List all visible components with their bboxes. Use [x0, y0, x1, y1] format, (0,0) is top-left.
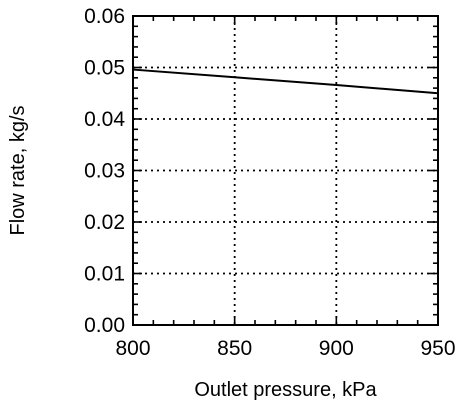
x-axis-label: Outlet pressure, kPa	[194, 379, 377, 401]
y-tick-label: 0.04	[84, 108, 125, 131]
y-axis-label: Flow rate, kg/s	[7, 105, 29, 235]
x-tick-label: 950	[420, 337, 455, 360]
y-tick-label: 0.03	[84, 160, 125, 183]
x-tick-label: 800	[115, 337, 150, 360]
y-tick-label: 0.00	[84, 314, 125, 337]
x-tick-label: 850	[217, 337, 252, 360]
grid-lines	[133, 16, 438, 325]
flow-rate-line	[132, 68, 439, 95]
y-tick-labels: 0.00 0.01 0.02 0.03 0.04 0.05 0.06	[84, 5, 125, 337]
plot-frame	[132, 15, 439, 326]
y-tick-label: 0.05	[84, 57, 125, 80]
x-tick-label: 900	[319, 337, 354, 360]
y-tick-label: 0.06	[84, 5, 125, 28]
x-tick-labels: 800 850 900 950	[115, 337, 455, 360]
series-layer	[132, 68, 439, 95]
y-tick-label: 0.02	[84, 211, 125, 234]
y-tick-label: 0.01	[84, 263, 125, 286]
